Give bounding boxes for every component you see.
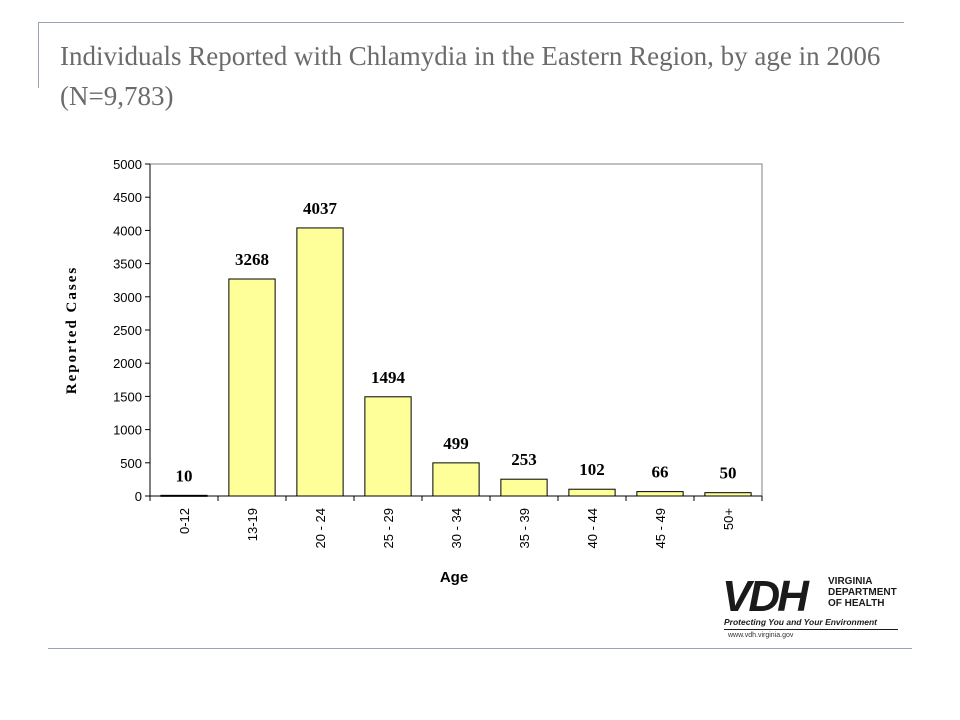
y-axis-title: Reported Cases xyxy=(64,266,80,394)
y-tick-label: 1000 xyxy=(113,423,142,438)
data-labels: 10 3268 4037 1494 499 253 102 66 50 xyxy=(176,199,737,485)
y-tick-label: 500 xyxy=(120,456,142,471)
x-axis-title: Age xyxy=(440,569,468,586)
y-tick-label: 2000 xyxy=(113,356,142,371)
y-tick-label: 5000 xyxy=(113,157,142,172)
x-tick-label: 50+ xyxy=(721,508,736,530)
y-tick-label: 4000 xyxy=(113,223,142,238)
y-tick-label: 4500 xyxy=(113,190,142,205)
y-axis: 0 500 1000 1500 2000 2500 3000 3500 4000 4500 5000 xyxy=(113,157,151,504)
vdh-logo-department: VIRGINIA DEPARTMENT OF HEALTH xyxy=(828,576,897,609)
logo-tagline: Protecting You and Your Environment xyxy=(724,617,878,627)
bars xyxy=(160,227,752,497)
frame-top-line xyxy=(38,22,904,23)
x-tick-label: 20 - 24 xyxy=(313,508,328,548)
y-tick-label: 1500 xyxy=(113,389,142,404)
y-tick-label: 0 xyxy=(135,489,142,504)
x-tick-label: 13-19 xyxy=(245,508,260,541)
logo-dept-line-3: OF HEALTH xyxy=(828,598,885,609)
x-tick-label: 35 - 39 xyxy=(517,508,532,548)
data-label: 4037 xyxy=(303,199,338,218)
x-axis: 0-12 13-19 20 - 24 25 - 29 30 - 34 35 - 39 40 … xyxy=(149,495,763,548)
x-tick-label: 30 - 34 xyxy=(449,508,464,548)
x-tick-label: 25 - 29 xyxy=(381,508,396,548)
vdh-logo-mark: VDH xyxy=(722,572,809,621)
data-label: 102 xyxy=(579,460,605,479)
bar xyxy=(704,492,752,497)
bar xyxy=(364,396,412,497)
bar xyxy=(296,227,344,497)
data-label: 50 xyxy=(720,464,737,483)
data-label: 66 xyxy=(652,463,669,482)
data-label: 499 xyxy=(443,434,469,453)
x-tick-label: 0-12 xyxy=(177,508,192,534)
bar xyxy=(228,278,276,497)
y-tick-label: 3500 xyxy=(113,257,142,272)
x-tick-label: 40 - 44 xyxy=(585,508,600,548)
bar xyxy=(160,494,208,497)
slide-title: Individuals Reported with Chlamydia in t… xyxy=(60,41,881,111)
bar xyxy=(500,478,548,497)
data-label: 253 xyxy=(511,450,537,469)
y-tick-label: 2500 xyxy=(113,323,142,338)
logo-divider xyxy=(724,629,898,630)
data-label: 10 xyxy=(176,466,193,485)
logo-dept-line-1: VIRGINIA xyxy=(828,576,873,587)
frame-left-line xyxy=(38,22,39,88)
logo-dept-line-2: DEPARTMENT xyxy=(828,587,897,598)
frame-bottom-line xyxy=(48,648,912,649)
logo-url: www.vdh.virginia.gov xyxy=(728,632,794,639)
bar xyxy=(568,488,616,497)
data-label: 1494 xyxy=(371,368,406,387)
bar xyxy=(432,462,480,497)
data-label: 3268 xyxy=(235,250,269,269)
vdh-logo: VDH VIRGINIA DEPARTMENT OF HEALTH Protec… xyxy=(722,574,912,644)
bar xyxy=(636,491,684,497)
y-tick-label: 3000 xyxy=(113,290,142,305)
x-tick-label: 45 - 49 xyxy=(653,508,668,548)
